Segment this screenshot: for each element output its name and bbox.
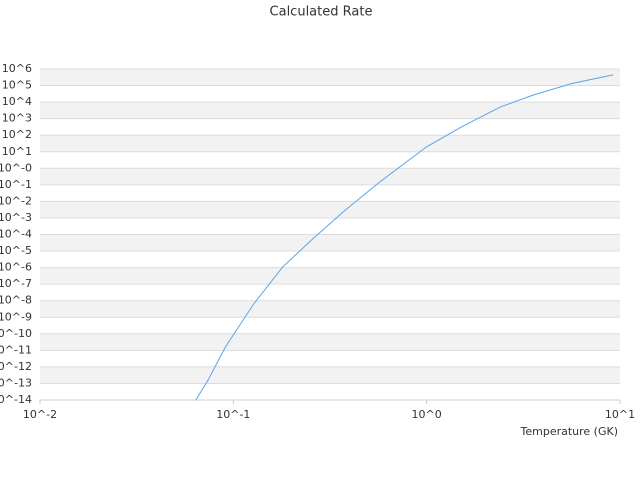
grid-band (40, 201, 620, 218)
grid-band (40, 135, 620, 152)
grid-band (40, 69, 620, 86)
y-tick-label: 10^-11 (0, 343, 32, 356)
grid-band (40, 234, 620, 252)
y-tick-label: 10^-12 (0, 360, 32, 373)
y-tick-label: 10^4 (2, 95, 32, 108)
grid-band (40, 366, 620, 384)
y-tick-label: 10^2 (2, 128, 32, 141)
y-tick-label: 10^6 (2, 62, 32, 75)
grid-band (40, 267, 620, 285)
y-tick-label: 10^1 (2, 145, 32, 158)
series-line (195, 74, 614, 401)
y-tick-label: 10^-0 (0, 161, 32, 174)
y-tick-label: 10^-2 (0, 194, 32, 207)
x-tick-label: 10^-2 (23, 408, 57, 421)
y-tick-label: 10^-3 (0, 211, 32, 224)
y-tick-label: 10^-13 (0, 376, 32, 389)
y-tick-label: 10^-4 (0, 228, 32, 241)
x-tick-label: 10^-1 (216, 408, 250, 421)
y-tick-label: 10^-14 (0, 393, 32, 406)
y-tick-label: 10^-1 (0, 178, 32, 191)
y-tick-label: 10^-5 (0, 244, 32, 257)
grid-band (40, 333, 620, 351)
y-tick-label: 10^-8 (0, 294, 32, 307)
chart-title: Calculated Rate (270, 5, 373, 20)
y-tick-label: 10^-10 (0, 327, 32, 340)
grid-band (40, 168, 620, 185)
y-tick-label: 10^3 (2, 112, 32, 125)
y-tick-label: 10^-9 (0, 310, 32, 323)
x-tick-label: 10^0 (412, 408, 442, 421)
grid-band (40, 102, 620, 119)
x-tick-label: 10^1 (605, 408, 635, 421)
x-axis-label: Temperature (GK) (520, 425, 619, 438)
y-tick-label: 10^-6 (0, 261, 32, 274)
grid-band (40, 300, 620, 318)
y-tick-label: 10^-7 (0, 277, 32, 290)
y-tick-label: 10^5 (2, 79, 32, 92)
